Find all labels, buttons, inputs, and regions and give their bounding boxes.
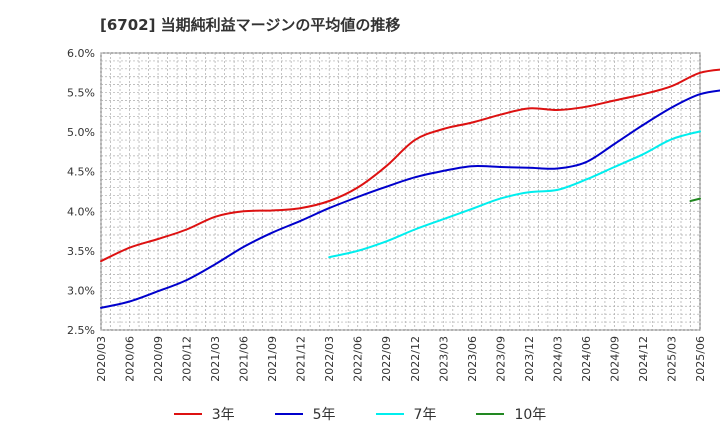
- y-tick-label: 4.5%: [67, 166, 95, 179]
- x-tick-label: 2022/12: [409, 336, 422, 382]
- legend-item-3y: 3年: [173, 404, 235, 424]
- x-tick-label: 2023/03: [437, 336, 450, 382]
- x-tick-label: 2024/09: [608, 336, 621, 382]
- legend-item-10y: 10年: [476, 404, 546, 424]
- y-tick-label: 4.0%: [67, 205, 95, 218]
- x-tick-label: 2021/12: [295, 336, 308, 382]
- x-tick-label: 2020/09: [152, 336, 165, 382]
- x-tick-label: 2024/12: [637, 336, 650, 382]
- x-tick-label: 2021/06: [238, 336, 251, 382]
- y-tick-label: 2.5%: [67, 324, 95, 337]
- x-tick-label: 2023/12: [523, 336, 536, 382]
- series-line-7y: [328, 130, 701, 259]
- x-tick-label: 2020/06: [124, 336, 137, 382]
- series-lines: [100, 68, 720, 309]
- x-tick-label: 2024/06: [580, 336, 593, 382]
- x-tick-label: 2020/03: [95, 336, 108, 382]
- grid-lines: [100, 52, 701, 331]
- axis-labels: 2.5% 3.0% 3.5% 4.0% 4.5% 5.0% 5.5% 6.0% 2020/03 2…: [67, 47, 707, 382]
- y-tick-label: 6.0%: [67, 47, 95, 60]
- x-tick-label: 2021/03: [209, 336, 222, 382]
- x-tick-label: 2022/09: [380, 336, 393, 382]
- plot-frame: [100, 52, 701, 331]
- legend-swatch-7y: [375, 413, 404, 415]
- x-tick-label: 2021/09: [266, 336, 279, 382]
- x-tick-label: 2023/06: [466, 336, 479, 382]
- x-tick-label: 2024/03: [551, 336, 564, 382]
- chart-title: [6702] 当期純利益マージンの平均値の推移: [100, 16, 401, 34]
- series-line-5y: [100, 89, 720, 309]
- legend-swatch-10y: [476, 413, 505, 415]
- chart-legend: 3年 5年 7年 10年: [0, 404, 720, 424]
- y-tick-label: 5.0%: [67, 126, 95, 139]
- legend-label-10y: 10年: [514, 407, 547, 423]
- x-tick-label: 2023/09: [494, 336, 507, 382]
- series-line-10y: [689, 197, 701, 202]
- x-tick-label: 2025/03: [665, 336, 678, 382]
- x-tick-label: 2020/12: [181, 336, 194, 382]
- x-tick-label: 2022/06: [352, 336, 365, 382]
- legend-swatch-5y: [274, 413, 303, 415]
- legend-label-5y: 5年: [312, 407, 336, 423]
- x-tick-label: 2025/06: [694, 336, 707, 382]
- legend-swatch-3y: [173, 413, 202, 415]
- legend-item-7y: 7年: [375, 404, 437, 424]
- y-tick-label: 3.5%: [67, 245, 95, 258]
- legend-item-5y: 5年: [274, 404, 336, 424]
- y-tick-label: 5.5%: [67, 87, 95, 100]
- series-line-3y: [100, 68, 720, 263]
- y-tick-label: 3.0%: [67, 284, 95, 297]
- legend-label-7y: 7年: [413, 407, 437, 423]
- x-tick-label: 2022/03: [323, 336, 336, 382]
- legend-label-3y: 3年: [211, 407, 235, 423]
